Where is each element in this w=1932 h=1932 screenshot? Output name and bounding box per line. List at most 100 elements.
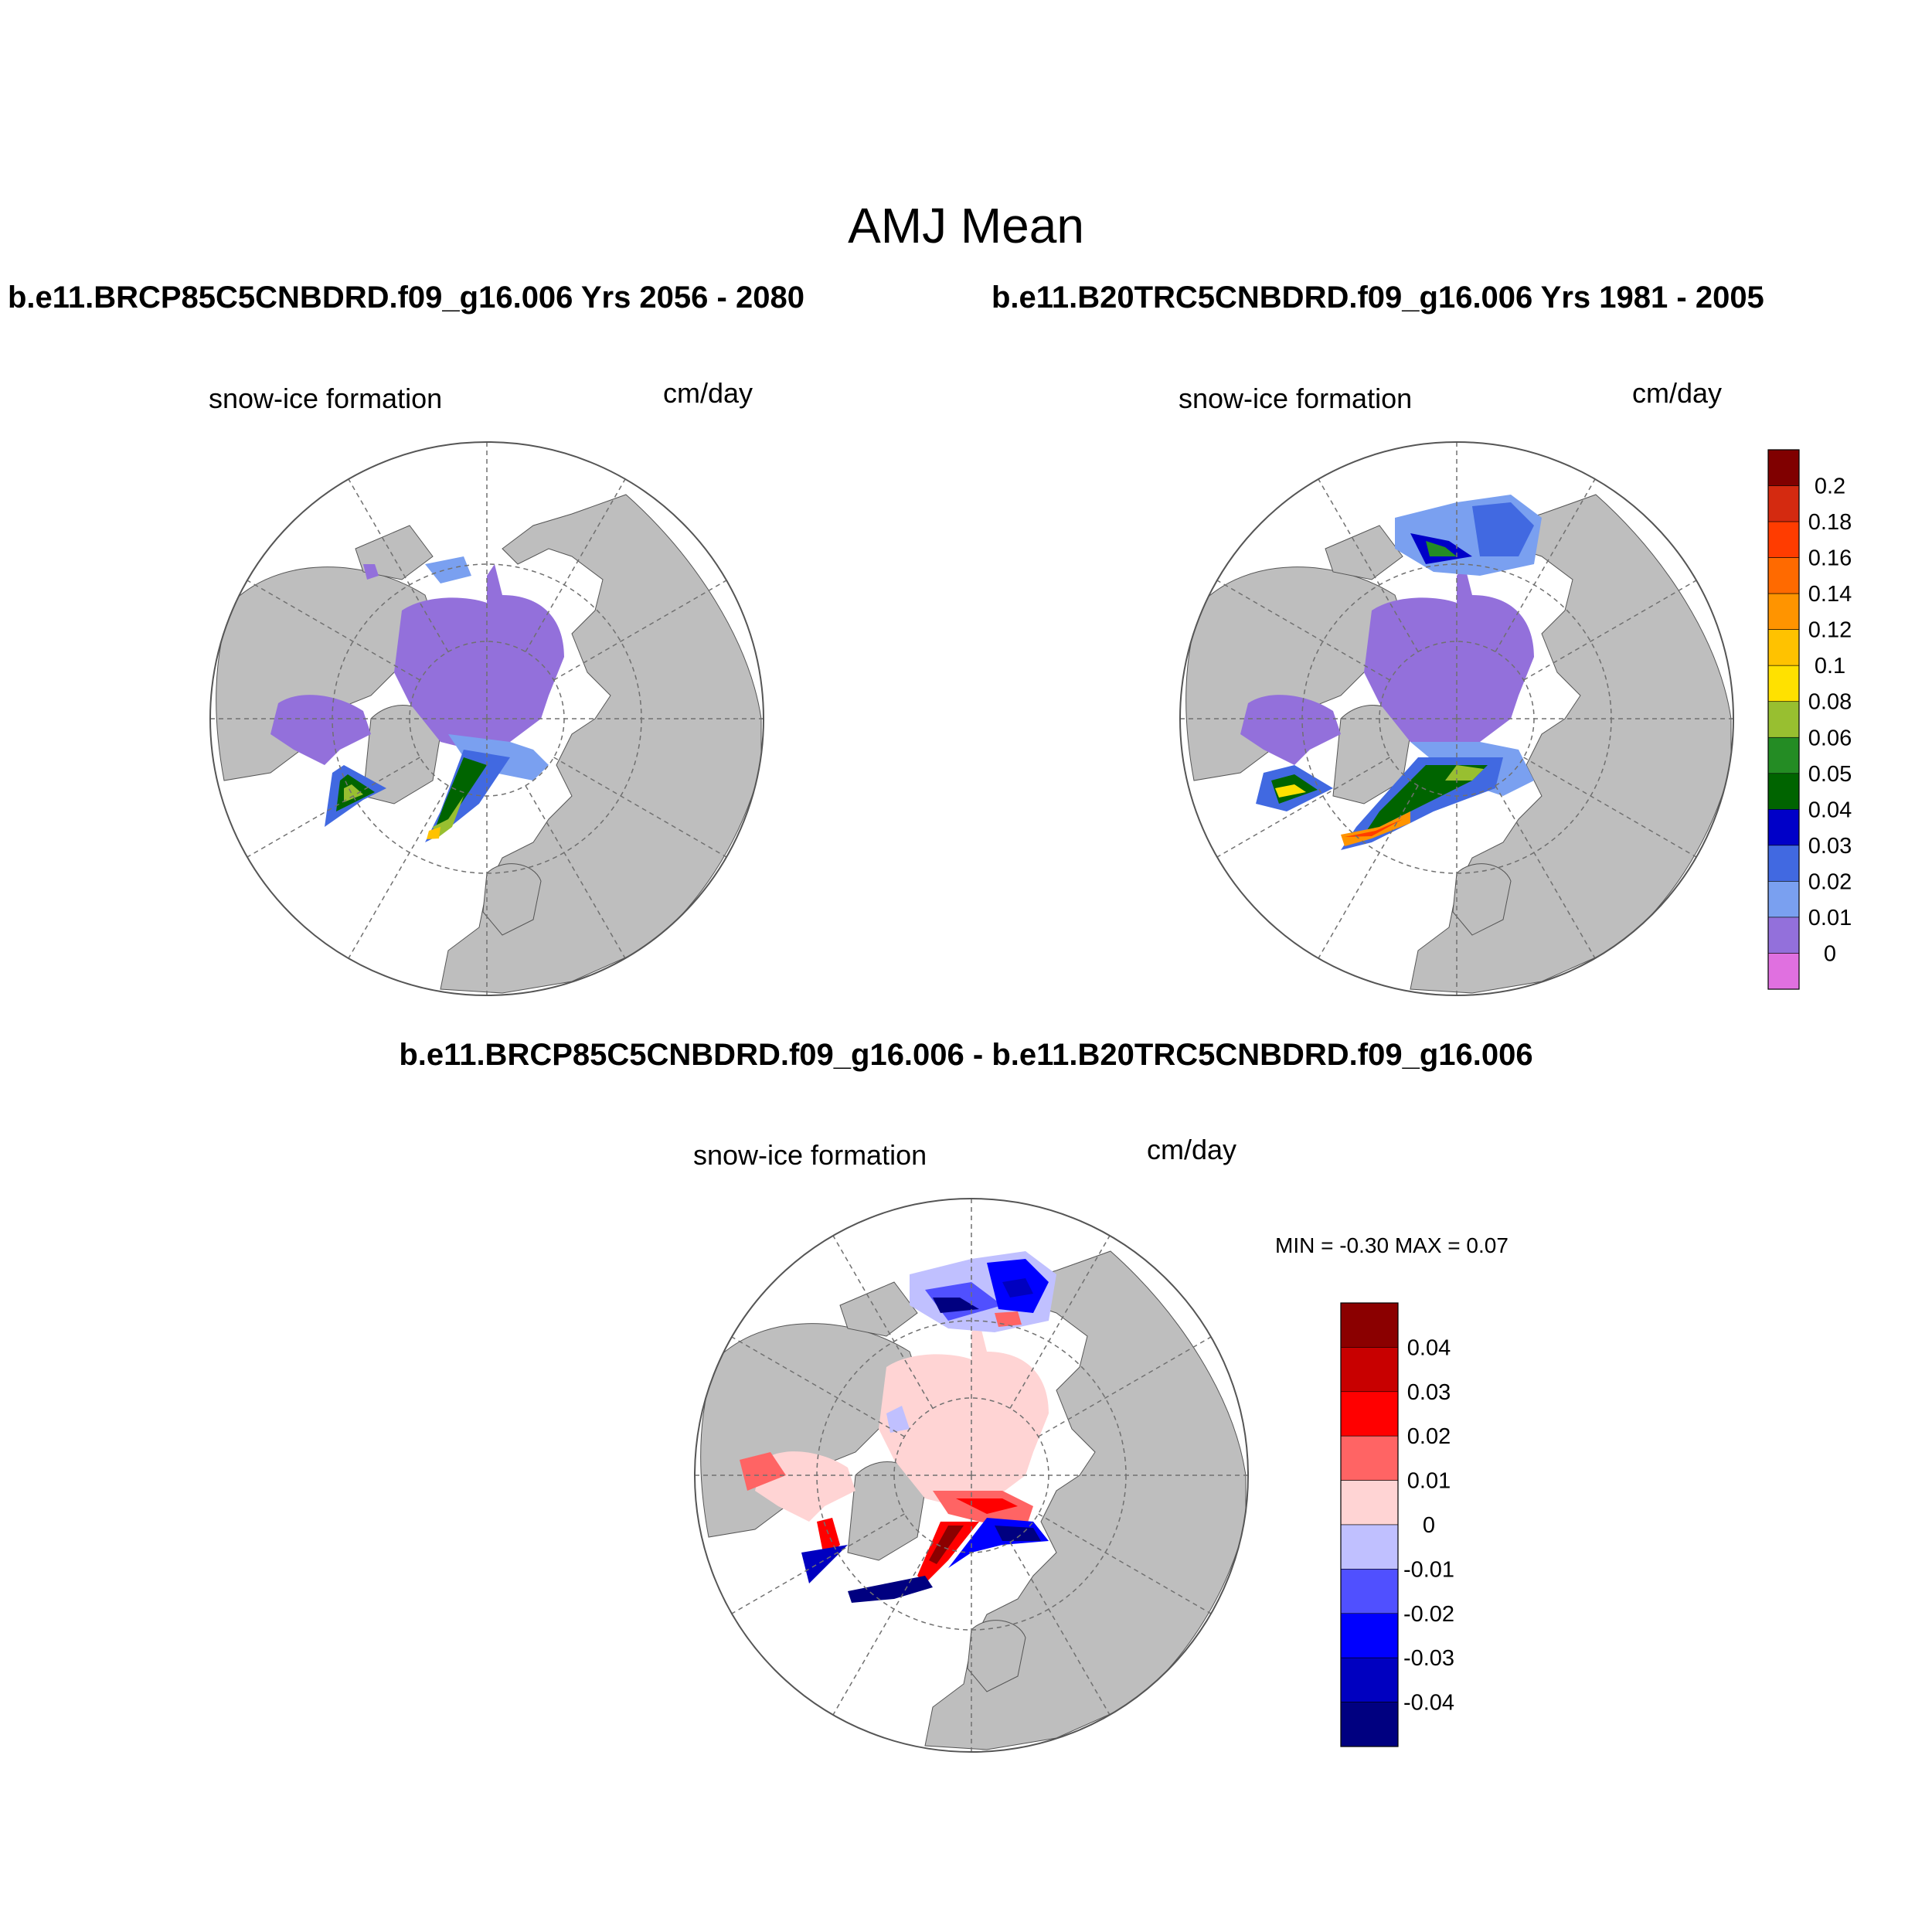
field-region — [363, 564, 379, 580]
colorbar-main-tick-label: 0.05 — [1808, 762, 1852, 787]
field-region — [394, 564, 564, 750]
colorbar-diff-swatch — [1340, 1702, 1399, 1747]
colorbar-difference: 0.04 0.03 0.02 0.01 0 -0.01 -0.02 -0.03 -0.04 — [1340, 1302, 1454, 1747]
colorbar-diff-swatch — [1340, 1569, 1399, 1614]
colorbar-main-swatch — [1767, 809, 1800, 846]
left-case-title: b.e11.BRCP85C5CNBDRD.f09_g16.006 Yrs 205… — [8, 281, 804, 315]
map1-variable-label: snow-ice formation — [209, 383, 443, 414]
colorbar-diff-swatch — [1340, 1613, 1399, 1658]
land-mass — [482, 863, 542, 936]
field-region — [917, 1522, 979, 1583]
land-mass — [1452, 863, 1512, 936]
map1-units-label: cm/day — [663, 377, 753, 409]
colorbar-diff-tick-label: -0.04 — [1403, 1691, 1454, 1716]
colorbar-main-swatch — [1767, 485, 1800, 522]
colorbar-main-tick-label: 0.04 — [1808, 798, 1852, 822]
colorbar-main-swatch — [1767, 629, 1800, 666]
field-region — [1002, 1278, 1033, 1298]
field-region — [1364, 564, 1534, 750]
field-region — [879, 1321, 1049, 1506]
colorbar-diff-swatch — [1340, 1480, 1399, 1526]
land-mass — [967, 1620, 1026, 1692]
field-region — [427, 827, 440, 839]
colorbar-diff-swatch — [1340, 1302, 1399, 1348]
field-region — [929, 1526, 964, 1564]
colorbar-main-swatch — [1767, 736, 1800, 774]
field-region — [886, 1406, 910, 1433]
land-mass — [1325, 525, 1403, 580]
field-region — [848, 1576, 933, 1603]
map3-units-label: cm/day — [1147, 1134, 1237, 1165]
polar-map-future — [209, 441, 764, 996]
map2-units-label: cm/day — [1632, 377, 1723, 409]
colorbar-diff-tick-label: 0.03 — [1407, 1380, 1451, 1405]
colorbar-main-swatch — [1767, 701, 1800, 738]
polar-map-historical — [1179, 441, 1734, 996]
colorbar-main-swatch — [1767, 557, 1800, 594]
field-region — [433, 796, 464, 838]
map3-variable-label: snow-ice formation — [693, 1139, 927, 1171]
colorbar-main-tick-label: 0.14 — [1808, 582, 1852, 607]
colorbar-main-tick-label: 0.2 — [1815, 474, 1845, 499]
graticule — [210, 442, 764, 995]
map-border — [209, 441, 764, 996]
colorbar-main-swatch — [1767, 665, 1800, 702]
colorbar-main-tick-label: 0.1 — [1815, 654, 1845, 679]
colorbar-diff-swatch — [1340, 1524, 1399, 1570]
colorbar-main-tick-label: 0.03 — [1808, 834, 1852, 859]
figure-title: AMJ Mean — [848, 198, 1084, 253]
field-region — [1445, 765, 1484, 781]
colorbar-main-swatch — [1767, 881, 1800, 918]
colorbar-diff-swatch — [1340, 1391, 1399, 1437]
colorbar-main-tick-label: 0.16 — [1808, 546, 1852, 571]
field-region — [1275, 784, 1306, 798]
colorbar-diff-tick-label: -0.02 — [1403, 1602, 1454, 1627]
colorbar-main-tick-label: 0.08 — [1808, 690, 1852, 715]
colorbar-main-swatch — [1767, 593, 1800, 630]
colorbar-diff-tick-label: -0.01 — [1403, 1557, 1454, 1582]
field-region — [933, 1298, 979, 1313]
colorbar-main-tick-label: 0.01 — [1808, 906, 1852, 930]
colorbar-diff-swatch — [1340, 1657, 1399, 1702]
colorbar-main-swatch — [1767, 521, 1800, 558]
colorbar-main-swatch — [1767, 953, 1800, 990]
land-mass — [839, 1281, 918, 1337]
map-border — [694, 1198, 1249, 1753]
colorbar-diff-tick-label: 0 — [1423, 1513, 1435, 1538]
field-region — [1240, 695, 1341, 765]
colorbar-diff-swatch — [1340, 1347, 1399, 1393]
colorbar-diff-tick-label: 0.02 — [1407, 1424, 1451, 1449]
field-region — [344, 784, 363, 802]
colorbar-main-swatch — [1767, 449, 1800, 486]
field-region — [433, 757, 487, 835]
colorbar-main-tick-label: 0 — [1824, 941, 1836, 966]
colorbar-main-tick-label: 0.02 — [1808, 869, 1852, 894]
field-region — [995, 1311, 1022, 1327]
colorbar-diff-tick-label: 0.01 — [1407, 1469, 1451, 1494]
field-region — [1472, 502, 1534, 556]
colorbar-diff-swatch — [1340, 1435, 1399, 1481]
field-region — [740, 1452, 786, 1491]
colorbar-diff-tick-label: 0.04 — [1407, 1335, 1451, 1360]
colorbar-main: 0.2 0.18 0.16 0.14 0.12 0.1 0.08 0.06 0.05 0.04 0.… — [1767, 449, 1852, 990]
field-region — [1426, 541, 1457, 556]
colorbar-main-swatch — [1767, 917, 1800, 954]
field-region — [995, 1526, 1041, 1541]
colorbar-main-swatch — [1767, 845, 1800, 882]
difference-title: b.e11.BRCP85C5CNBDRD.f09_g16.006 - b.e11… — [399, 1038, 1533, 1072]
colorbar-main-tick-label: 0.12 — [1808, 618, 1852, 643]
right-case-title: b.e11.B20TRC5CNBDRD.f09_g16.006 Yrs 1981… — [992, 281, 1764, 315]
colorbar-main-tick-label: 0.06 — [1808, 726, 1852, 750]
colorbar-diff-tick-label: -0.03 — [1403, 1646, 1454, 1671]
graticule — [1180, 442, 1733, 995]
map2-variable-label: snow-ice formation — [1179, 383, 1413, 414]
colorbar-main-swatch — [1767, 773, 1800, 810]
field-region — [270, 695, 371, 765]
min-max-label: MIN = -0.30 MAX = 0.07 — [1275, 1233, 1509, 1257]
colorbar-main-tick-label: 0.18 — [1808, 510, 1852, 535]
field-region — [425, 556, 471, 583]
field-region — [801, 1545, 848, 1583]
map-border — [1179, 441, 1734, 996]
graticule — [695, 1199, 1248, 1752]
field-region — [1345, 819, 1403, 837]
